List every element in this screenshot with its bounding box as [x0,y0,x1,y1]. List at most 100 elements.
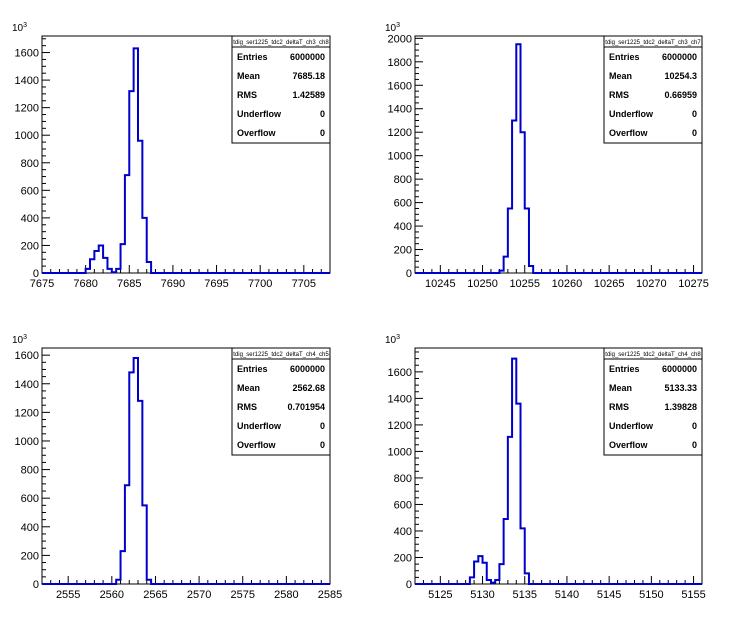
stats-label: Overflow [609,128,649,138]
y-tick-label: 1000 [388,151,412,163]
y-tick-label: 600 [394,198,412,210]
x-tick-label: 7675 [30,278,54,290]
y-axis-multiplier: 103 [12,22,27,34]
y-tick-label: 0 [33,268,39,280]
y-tick-label: 600 [21,185,39,197]
x-tick-label: 7680 [73,278,97,290]
stats-box: tdig_ser1225_tdc2_deltaT_ch4_ch5 Entries 6… [231,347,331,456]
y-tick-label: 1200 [15,407,39,419]
stats-box: tdig_ser1225_tdc2_deltaT_ch3_ch7 Entries 6… [603,35,703,144]
stats-label: Mean [237,71,260,81]
histogram-series-line [415,43,702,274]
y-tick-label: 200 [394,245,412,257]
stats-box-title: tdig_ser1225_tdc2_deltaT_ch3_ch7 [605,40,701,46]
x-tick-label: 10260 [552,278,583,290]
histogram-panel-4: 5125 5130 5135 5140 5145 5150 5155 0 200 400 600 80… [385,334,706,601]
stats-value: 0 [692,109,697,119]
stats-value: 6000000 [662,364,697,374]
y-tick-label: 800 [21,158,39,170]
x-tick-label: 5150 [639,589,663,601]
stats-box-title: tdig_ser1225_tdc2_deltaT_ch4_ch5 [233,352,329,358]
stats-label: Mean [609,383,632,393]
y-tick-label: 1000 [388,446,412,458]
x-tick-label: 5145 [597,589,621,601]
x-tick-label: 2575 [230,589,254,601]
stats-value: 1.39828 [664,402,697,412]
x-tick-label: 7700 [248,278,272,290]
stats-label: Underflow [237,109,282,119]
stats-label: Underflow [609,109,654,119]
x-tick-label: 2585 [318,589,342,601]
x-tick-label: 2565 [143,589,167,601]
x-tick-label: 2560 [100,589,124,601]
stats-value: 5133.33 [664,383,697,393]
y-tick-label: 400 [21,522,39,534]
y-axis-multiplier: 103 [385,22,400,34]
y-tick-label: 600 [21,493,39,505]
stats-value: 0.701954 [287,402,325,412]
stats-box-frame [603,35,703,144]
stats-label: Entries [237,52,268,62]
stats-value: 6000000 [290,52,325,62]
x-tick-label: 10275 [678,278,709,290]
histogram-panel-2: 10245 10250 10255 10260 10265 10270 10275 0 200 4… [385,22,709,290]
stats-value: 0 [320,440,325,450]
x-tick-label: 5125 [428,589,452,601]
stats-box-frame [603,347,703,456]
x-tick-label: 7690 [161,278,185,290]
stats-value: 0 [692,128,697,138]
y-tick-label: 1600 [15,48,39,60]
y-tick-label: 1400 [388,393,412,405]
y-tick-label: 600 [394,499,412,511]
stats-value: 0 [320,421,325,431]
stats-label: Mean [237,383,260,393]
x-tick-label: 7685 [117,278,141,290]
stats-label: Underflow [609,421,654,431]
x-tick-label: 5135 [512,589,536,601]
y-tick-label: 1600 [388,80,412,92]
stats-label: Overflow [237,128,277,138]
x-tick-label: 5155 [681,589,705,601]
x-tick-label: 2570 [187,589,211,601]
stats-label: RMS [237,402,257,412]
y-axis-multiplier: 103 [385,334,400,346]
y-tick-label: 200 [21,240,39,252]
y-tick-label: 1200 [15,103,39,115]
stats-value: 0 [320,128,325,138]
y-tick-label: 0 [406,268,412,280]
stats-label: RMS [237,90,257,100]
y-axis-multiplier: 103 [12,334,27,346]
stats-value: 1.42589 [292,90,325,100]
stats-label: Mean [609,71,632,81]
x-tick-label: 10250 [467,278,498,290]
stats-label: Overflow [609,440,649,450]
x-tick-label: 7695 [204,278,228,290]
stats-box: tdig_ser1225_tdc2_deltaT_ch4_ch8 Entries 6… [603,347,703,456]
x-tick-label: 10270 [636,278,667,290]
y-tick-label: 800 [21,465,39,477]
y-tick-label: 2000 [388,33,412,45]
x-tick-label: 5130 [470,589,494,601]
stats-box-title: tdig_ser1225_tdc2_deltaT_ch3_ch8 [233,40,329,46]
y-tick-label: 1000 [15,130,39,142]
y-tick-label: 1200 [388,127,412,139]
stats-label: Underflow [237,421,282,431]
x-tick-label: 10255 [509,278,540,290]
stats-value: 0 [692,421,697,431]
y-axis-multiplier-exponent: 3 [396,22,400,29]
y-tick-label: 800 [394,174,412,186]
y-axis-multiplier-exponent: 3 [23,22,27,29]
stats-value: 6000000 [290,364,325,374]
y-tick-label: 400 [21,213,39,225]
stats-label: RMS [609,402,629,412]
x-tick-label: 7705 [292,278,316,290]
stats-box: tdig_ser1225_tdc2_deltaT_ch3_ch8 Entries 6… [231,35,331,144]
y-tick-label: 1600 [15,350,39,362]
y-tick-label: 0 [406,579,412,591]
y-tick-label: 200 [21,550,39,562]
y-tick-label: 1200 [388,420,412,432]
stats-box-title: tdig_ser1225_tdc2_deltaT_ch4_ch8 [605,352,701,358]
histogram-series-line [415,357,702,585]
histogram-panel-1: 7675 7680 7685 7690 7695 7700 7705 0 200 400 600 80… [12,22,331,290]
